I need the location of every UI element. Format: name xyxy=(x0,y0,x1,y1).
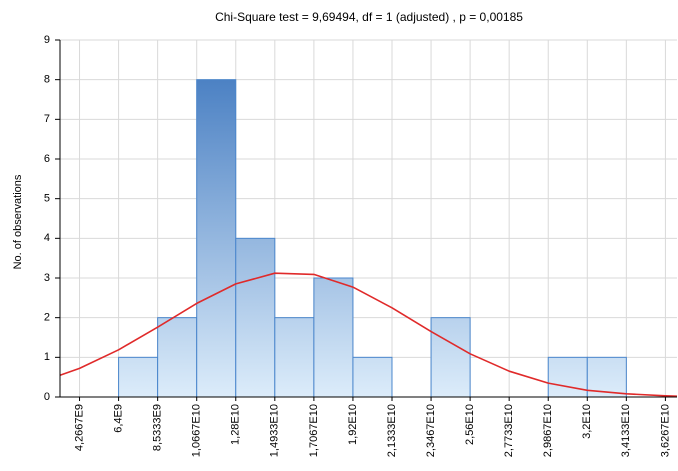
bar xyxy=(235,237,276,398)
bar xyxy=(547,356,588,398)
y-tick-label: 9 xyxy=(44,34,50,46)
y-tick-label: 4 xyxy=(44,232,50,244)
y-tick-label: 2 xyxy=(44,312,50,324)
x-tick-label: 1,7067E10 xyxy=(308,404,320,457)
x-tick-label: 1,4933E10 xyxy=(269,404,281,457)
x-tick-label: 6,4E9 xyxy=(112,404,124,433)
y-tick-label: 3 xyxy=(44,272,50,284)
x-tick-label: 1,92E10 xyxy=(347,404,359,445)
y-tick-label: 8 xyxy=(44,74,50,86)
bar xyxy=(430,317,471,398)
bar xyxy=(274,317,315,398)
x-tick-label: 4,2667E9 xyxy=(73,404,85,451)
x-tick-label: 2,9867E10 xyxy=(542,404,554,457)
fit-curve xyxy=(59,272,678,397)
y-tick-label: 0 xyxy=(44,391,50,403)
x-tick-label: 2,3467E10 xyxy=(425,404,437,457)
bar xyxy=(313,277,354,398)
y-axis-label: No. of observations xyxy=(12,174,24,269)
x-tick-label: 2,56E10 xyxy=(464,404,476,445)
chart-title: Chi-Square test = 9,69494, df = 1 (adjus… xyxy=(215,10,523,24)
bar xyxy=(196,79,237,398)
y-tick-label: 1 xyxy=(44,351,50,363)
y-tick-label: 5 xyxy=(44,193,50,205)
x-tick-label: 8,5333E9 xyxy=(152,404,164,451)
bar xyxy=(352,356,393,398)
x-tick-label: 3,2E10 xyxy=(581,404,593,439)
x-tick-label: 1,28E10 xyxy=(230,404,242,445)
x-tick-label: 3,6267E10 xyxy=(659,404,671,457)
bar xyxy=(118,356,159,398)
x-tick-label: 1,0667E10 xyxy=(191,404,203,457)
x-tick-label: 2,7733E10 xyxy=(503,404,515,457)
y-tick-label: 6 xyxy=(44,153,50,165)
x-tick-label: 3,4133E10 xyxy=(620,404,632,457)
y-tick-label: 7 xyxy=(44,113,50,125)
x-tick-label: 2,1333E10 xyxy=(386,404,398,457)
bar xyxy=(157,317,198,398)
